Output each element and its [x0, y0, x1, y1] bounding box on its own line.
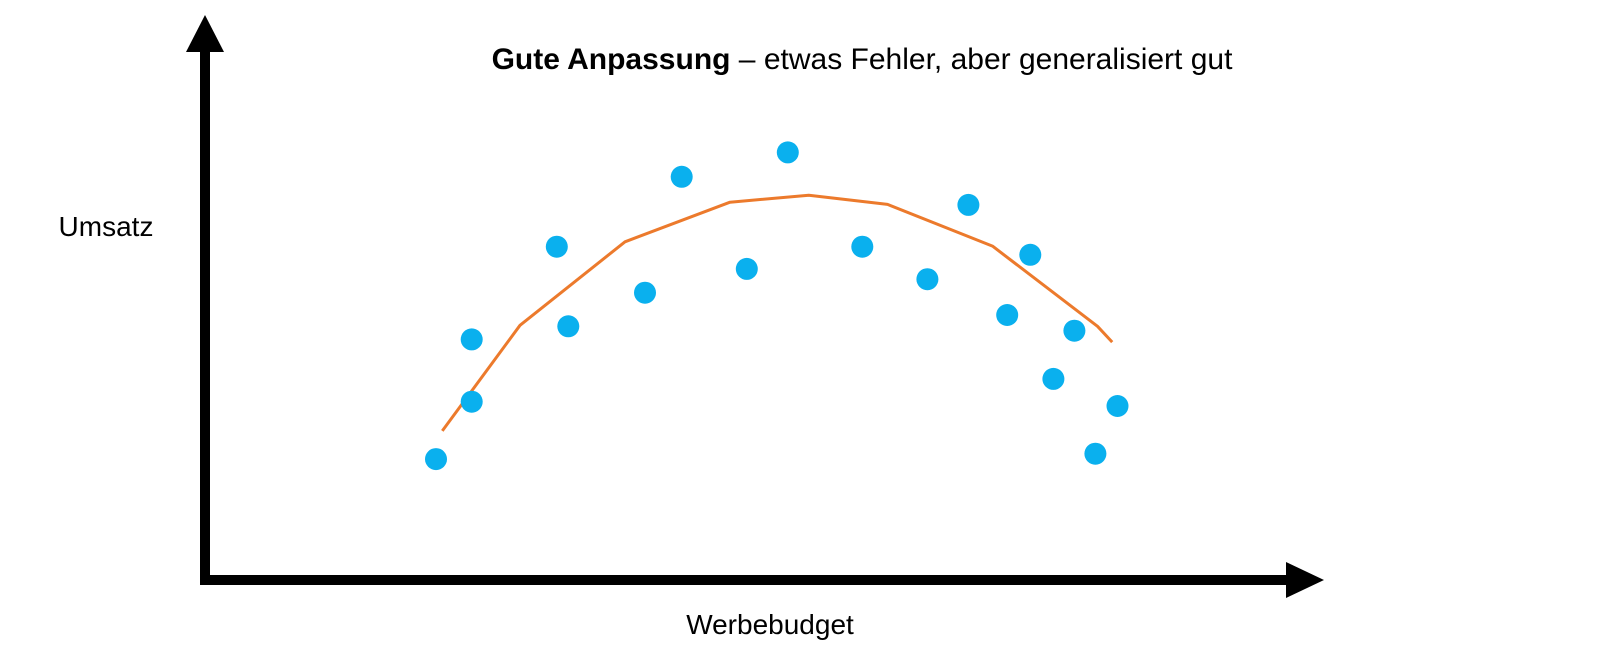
x-axis-arrow: [1286, 562, 1324, 598]
data-point-14: [1019, 243, 1042, 266]
fit-curve: [441, 193, 1114, 432]
chart-title: Gute Anpassung – etwas Fehler, aber gene…: [492, 43, 1234, 76]
data-point-1: [425, 448, 447, 471]
chart-title-rest: – etwas Fehler, aber generalisiert gut: [730, 43, 1233, 76]
data-point-18: [1106, 395, 1129, 417]
data-point-17: [1084, 442, 1107, 465]
data-point-15: [1042, 367, 1065, 390]
data-point-12: [957, 193, 980, 216]
x-axis-label: Werbebudget: [686, 609, 854, 640]
data-point-10: [851, 235, 874, 258]
y-axis-arrow: [186, 15, 224, 52]
data-point-2: [460, 390, 483, 413]
chart-title-bold: Gute Anpassung: [492, 43, 731, 76]
data-point-8: [735, 257, 758, 280]
data-point-7: [670, 165, 693, 188]
data-point-4: [545, 235, 568, 258]
data-point-3: [460, 328, 483, 351]
data-point-11: [916, 268, 939, 291]
data-point-6: [634, 281, 656, 304]
data-points: [425, 141, 1129, 471]
data-point-13: [996, 304, 1019, 326]
y-axis-label: Umsatz: [59, 211, 154, 242]
data-point-9: [776, 141, 799, 164]
data-point-16: [1063, 319, 1086, 342]
data-point-5: [557, 315, 580, 338]
